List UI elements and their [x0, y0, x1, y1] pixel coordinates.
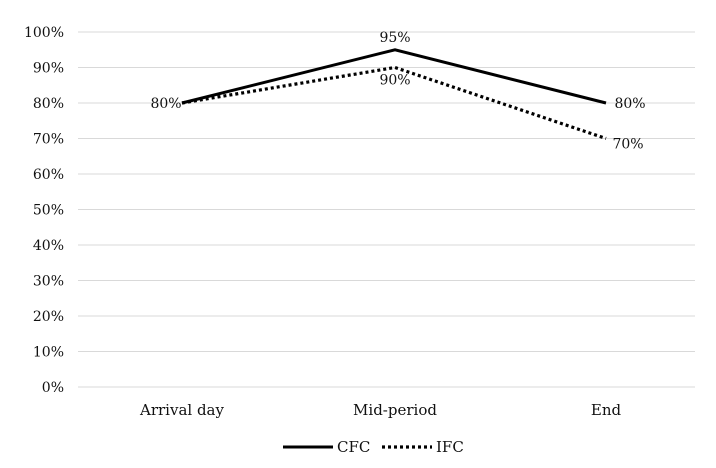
- y-tick-label: 0%: [42, 380, 64, 396]
- y-tick-label: 80%: [33, 96, 64, 112]
- legend-label-ifc: IFC: [436, 438, 464, 456]
- y-tick-label: 90%: [33, 61, 64, 77]
- data-label-ifc: 90%: [379, 73, 410, 89]
- x-category-label: End: [591, 401, 622, 419]
- y-tick-label: 70%: [33, 132, 64, 148]
- y-tick-label: 10%: [33, 345, 64, 361]
- legend-label-cfc: CFC: [337, 438, 370, 456]
- legend: CFC IFC: [283, 438, 464, 456]
- x-category-label: Arrival day: [139, 401, 224, 419]
- gridlines: [78, 31, 695, 388]
- y-tick-label: 40%: [33, 238, 64, 254]
- y-axis-tick-labels: 0% 10% 20% 30% 40% 50% 60% 70% 80% 90% 100%: [24, 25, 64, 396]
- series-line-cfc: [181, 48, 607, 105]
- y-tick-label: 100%: [24, 25, 64, 41]
- y-tick-label: 50%: [33, 203, 64, 219]
- series-lines: [181, 48, 607, 141]
- y-tick-label: 60%: [33, 167, 64, 183]
- x-category-label: Mid-period: [353, 401, 437, 419]
- data-label-cfc: 80%: [150, 96, 181, 112]
- data-label-ifc: 70%: [612, 137, 643, 153]
- x-axis-category-labels: Arrival day Mid-period End: [139, 401, 621, 419]
- data-label-cfc: 80%: [614, 96, 645, 112]
- y-tick-label: 20%: [33, 309, 64, 325]
- data-label-cfc: 95%: [379, 30, 410, 46]
- y-tick-label: 30%: [33, 274, 64, 290]
- data-labels: 80% 95% 80% 90% 70%: [150, 30, 645, 153]
